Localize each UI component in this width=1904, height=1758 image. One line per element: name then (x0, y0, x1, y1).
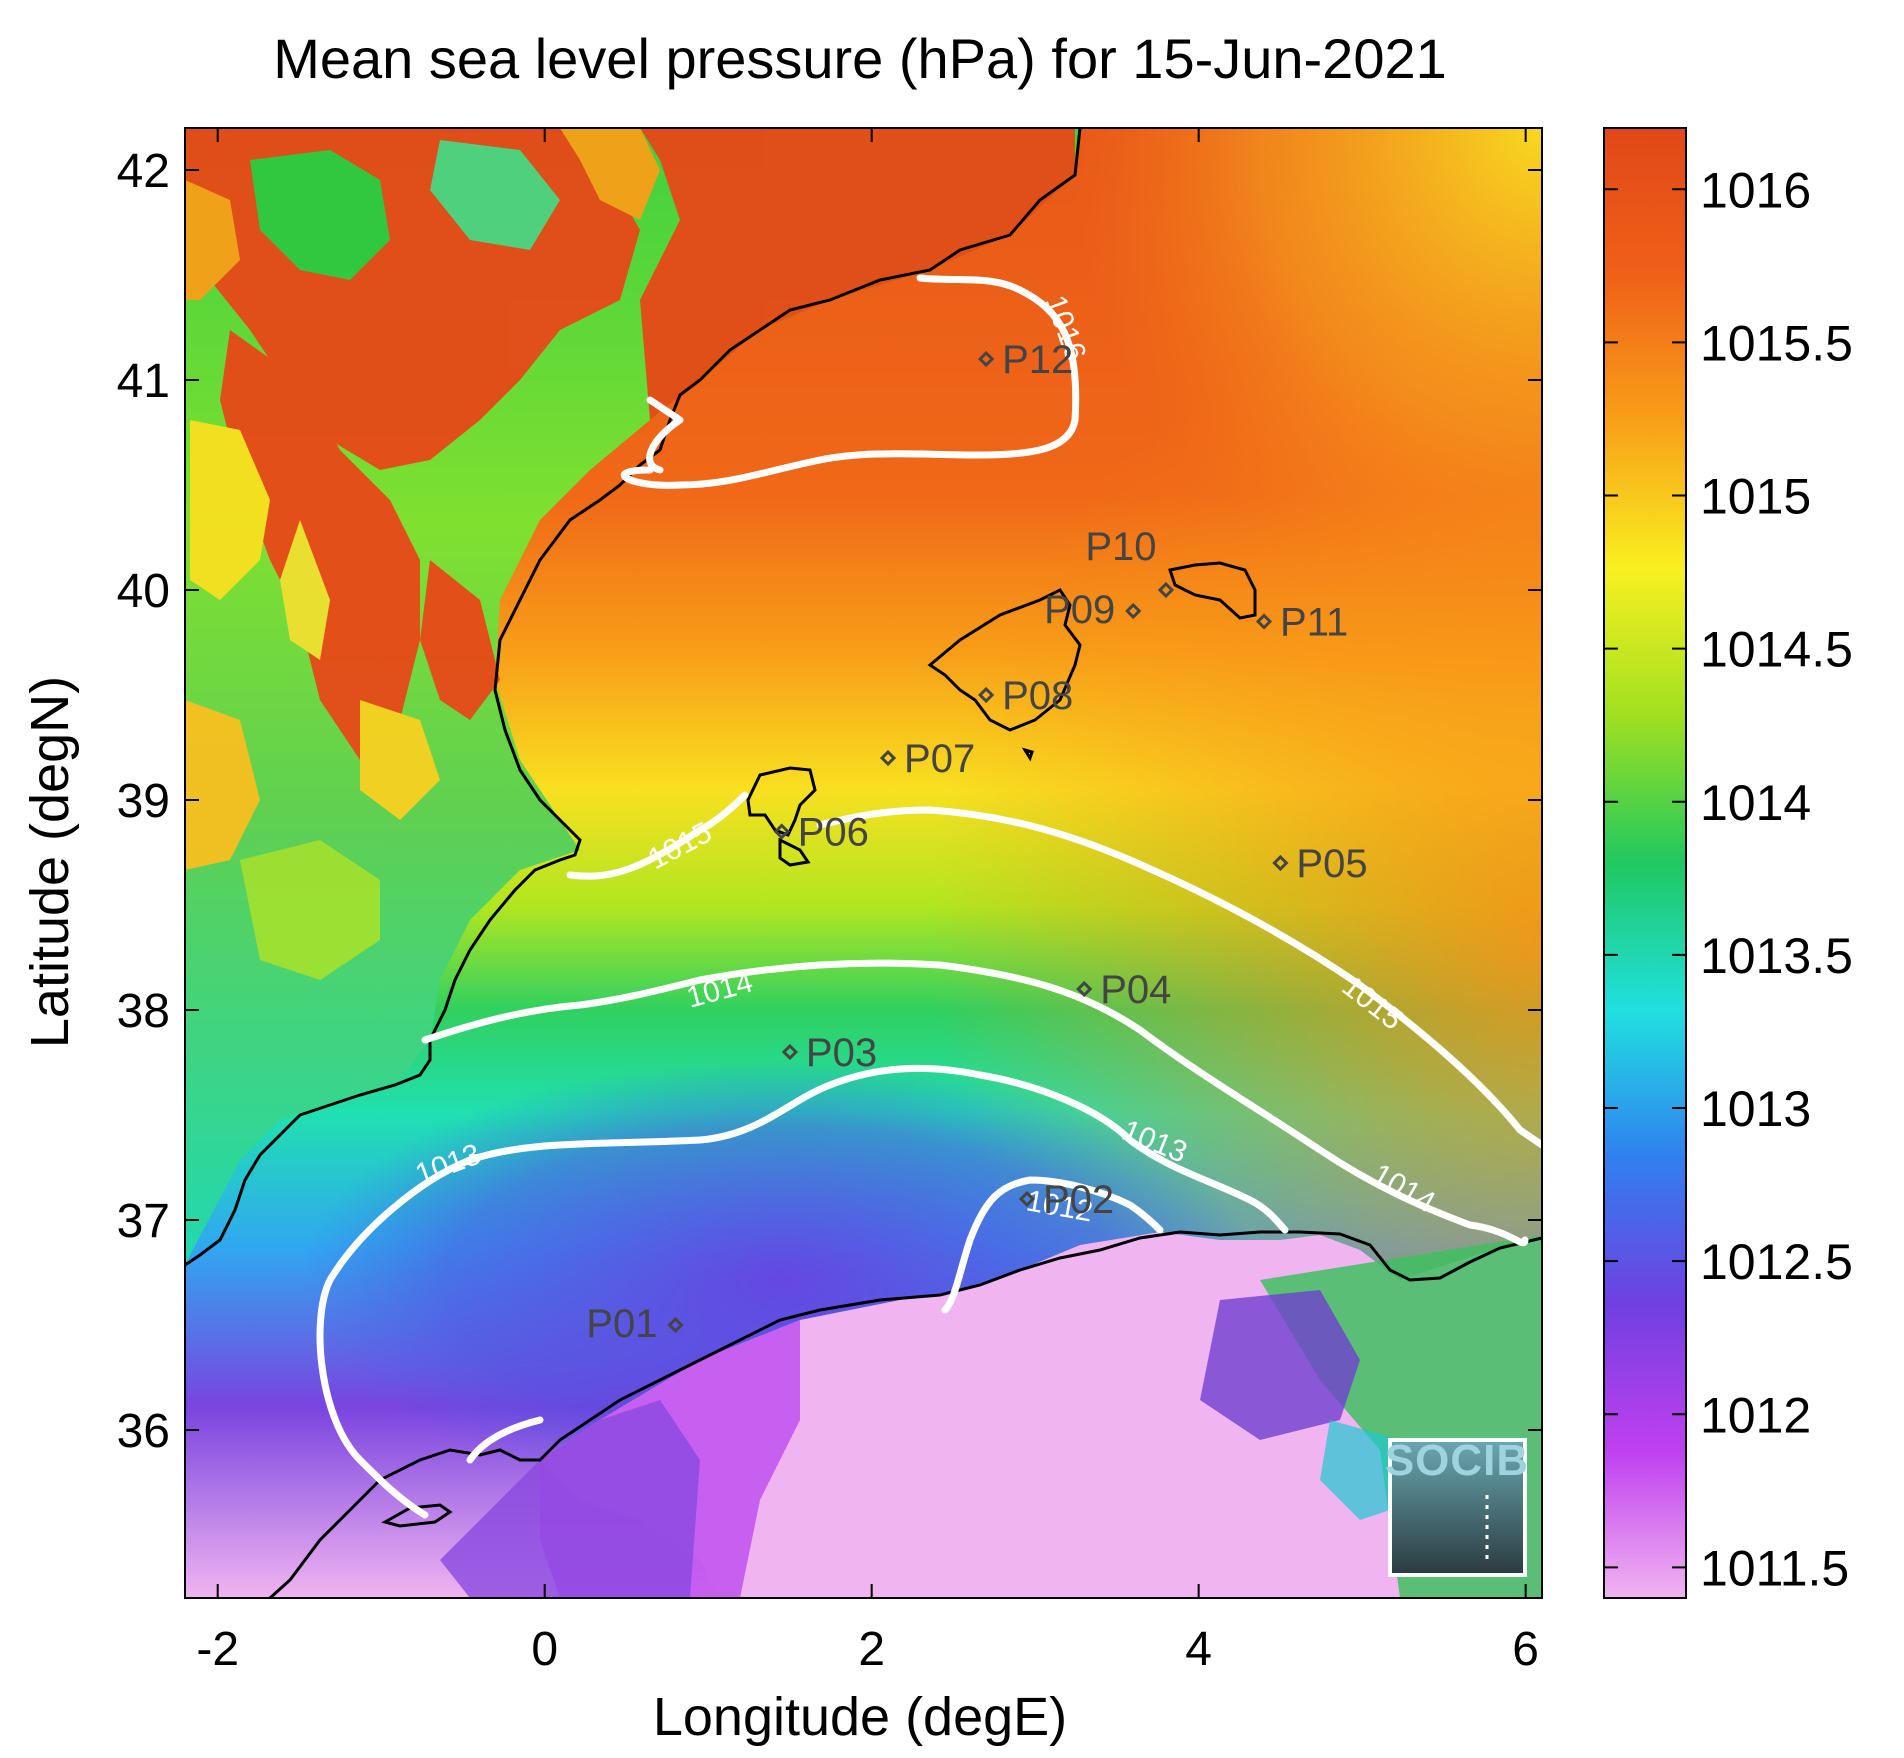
stations-layer: P01 P02 P03 P04 P05 P06 P07 P08 P09 P10 P11 P12 (586, 338, 1367, 1346)
y-tick-label: 38 (117, 985, 170, 1038)
contour-1015 (566, 791, 1542, 1149)
y-tick-label: 40 (117, 565, 170, 618)
station-label: P09 (1044, 588, 1115, 632)
socib-logo-text: SOCIB (1385, 1436, 1529, 1485)
station-marker (1255, 613, 1273, 630)
station-marker (1076, 980, 1093, 998)
station-label: P04 (1100, 968, 1171, 1012)
station-marker (977, 350, 995, 368)
station-label: P02 (1043, 1178, 1114, 1222)
colorbar-tick-label: 1013 (1700, 1081, 1811, 1137)
contour-1016 (620, 274, 1080, 489)
colorbar-tick-label: 1016 (1700, 162, 1811, 218)
station-marker (781, 1043, 799, 1061)
station-label: P08 (1002, 674, 1073, 718)
colorbar-tick-label: 1014 (1700, 775, 1811, 831)
ibiza-coastline (746, 766, 817, 867)
station-marker (773, 823, 790, 840)
station-label: P11 (1280, 601, 1348, 645)
y-tick-label: 36 (117, 1405, 170, 1458)
y-axis-label: Latitude (degN) (20, 676, 80, 1048)
y-tick-label: 37 (117, 1195, 170, 1248)
iberia-orography (185, 128, 1075, 980)
colorbar-tick-label: 1014.5 (1700, 622, 1853, 678)
pressure-contours (316, 274, 1542, 1519)
y-axis: 36 37 38 39 40 41 42 (117, 145, 1542, 1458)
station-marker (1272, 854, 1289, 872)
contour-1012 (941, 1176, 1164, 1314)
colorbar-tick-label: 1011.5 (1700, 1540, 1849, 1596)
x-tick-label: 2 (858, 1623, 885, 1676)
colorbar-tick-label: 1015.5 (1700, 315, 1853, 371)
x-tick-label: 4 (1185, 1623, 1212, 1676)
socib-logo: SOCIB (1385, 1436, 1529, 1577)
mallorca-coastline (927, 588, 1082, 762)
y-tick-label: 41 (117, 355, 170, 408)
station-label: P07 (904, 737, 975, 781)
station-marker (1125, 602, 1142, 620)
colorbar-tick-label: 1012 (1700, 1387, 1811, 1443)
colorbar-tick-label: 1015 (1700, 469, 1811, 525)
coastlines (185, 128, 1542, 1598)
contour-1014 (421, 959, 1529, 1247)
x-tick-label: 0 (531, 1623, 558, 1676)
colorbar: 1016 1015.5 1015 1014.5 1014 1013.5 1013 1012.5… (1603, 127, 1853, 1599)
x-axis-label: Longitude (degE) (653, 1687, 1067, 1747)
y-tick-label: 42 (117, 145, 170, 198)
colorbar-gradient (1603, 127, 1687, 1599)
iberia-coastline (185, 128, 1082, 1267)
africa-coastline (268, 1230, 1542, 1598)
colorbar-tick-label: 1012.5 (1700, 1234, 1853, 1290)
menorca-coastline (1168, 561, 1257, 620)
station-marker (1018, 1190, 1036, 1208)
station-label: P06 (798, 811, 869, 855)
plot-frame (184, 127, 1543, 1599)
station-marker (1157, 581, 1175, 599)
station-label: P10 (1085, 525, 1156, 569)
x-tick-label: -2 (196, 1623, 239, 1676)
station-label: P05 (1296, 842, 1367, 886)
station-marker (879, 749, 897, 767)
x-axis: -2 0 2 4 6 (196, 128, 1539, 1676)
x-tick-label: 6 (1512, 1623, 1539, 1676)
station-label: P12 (1002, 338, 1073, 382)
chart-title: Mean sea level pressure (hPa) for 15-Jun… (273, 27, 1447, 90)
contour-1013 (316, 1064, 1289, 1519)
colorbar-ticks: 1016 1015.5 1015 1014.5 1014 1013.5 1013 1012.5… (1604, 162, 1853, 1596)
y-tick-label: 39 (117, 775, 170, 828)
station-marker (977, 686, 995, 704)
station-label: P03 (806, 1031, 877, 1075)
station-label: P01 (586, 1302, 657, 1346)
colorbar-tick-label: 1013.5 (1700, 928, 1853, 984)
station-marker (667, 1316, 684, 1334)
pressure-field (185, 128, 1542, 1598)
